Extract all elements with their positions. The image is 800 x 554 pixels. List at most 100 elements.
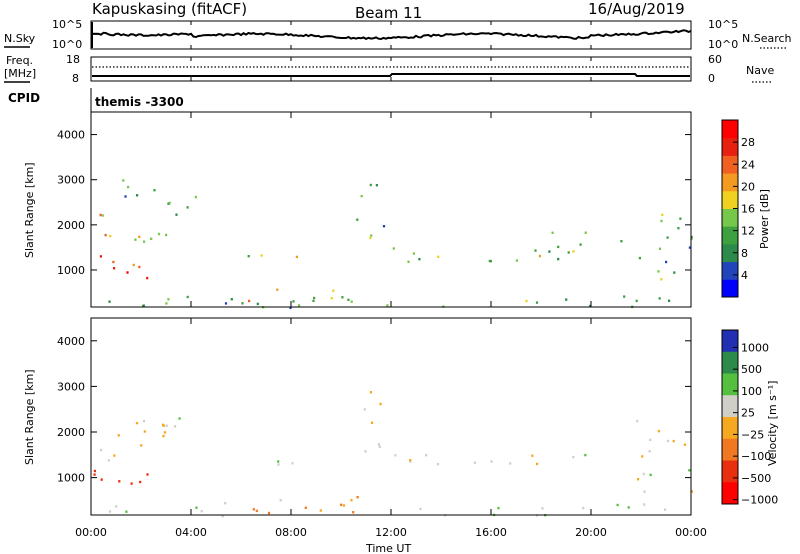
velocity-cell	[425, 454, 428, 457]
velocity-cell	[146, 473, 149, 476]
power-cell	[665, 260, 668, 264]
velocity-cell	[100, 478, 103, 481]
velocity-cell	[643, 490, 646, 493]
xtick-label: 00:00	[675, 526, 707, 539]
power-cell	[584, 231, 587, 234]
power-colorbar-label: Power [dB]	[758, 189, 771, 249]
noise-sky-trace	[90, 22, 692, 48]
power-cell	[124, 195, 127, 198]
power-colorbar-segment	[722, 137, 738, 156]
velocity-cell	[200, 510, 203, 513]
power-cell	[146, 276, 149, 280]
power-cell	[673, 271, 676, 274]
power-cell	[369, 183, 372, 187]
velocity-cell	[342, 504, 346, 507]
noise-sky-line	[90, 29, 692, 41]
power-cell	[260, 254, 263, 257]
power-cell	[168, 201, 171, 205]
velocity-panel-frame	[91, 318, 691, 515]
power-cell	[623, 295, 626, 298]
power-cell	[167, 202, 170, 205]
velocity-cell	[688, 469, 691, 472]
freq-tick-bottom: 8	[72, 72, 79, 85]
velocity-ytick-label: 2000	[57, 426, 85, 439]
power-cell	[101, 214, 104, 217]
velocity-cell	[304, 506, 307, 509]
velocity-cell	[649, 438, 652, 441]
velocity-cell	[690, 490, 694, 493]
freq-tick-top: 18	[66, 53, 80, 66]
power-cell	[565, 298, 568, 301]
power-colorbar-segment	[722, 120, 738, 139]
power-cell	[312, 299, 315, 303]
power-colorbar-tick-label: 12	[741, 225, 755, 238]
power-cell	[109, 234, 112, 238]
velocity-cell	[394, 454, 397, 457]
beam-title: Beam 11	[355, 4, 422, 22]
power-cell	[330, 297, 333, 300]
velocity-cell	[648, 450, 651, 453]
power-cell	[127, 185, 130, 189]
power-cell	[153, 189, 156, 192]
velocity-colorbar-tick-label: 500	[741, 363, 762, 376]
xtick-label: 20:00	[575, 526, 607, 539]
power-cell	[690, 235, 693, 239]
power-cell	[638, 256, 641, 260]
power-cell	[534, 249, 537, 252]
power-cell	[525, 299, 528, 303]
power-colorbar-segment	[722, 173, 738, 192]
power-ytick-label: 3000	[57, 174, 85, 187]
time-xlabel: Time UT	[365, 542, 411, 554]
power-cell	[99, 213, 102, 217]
velocity-cell	[195, 506, 198, 509]
power-cell	[538, 254, 541, 258]
velocity-cell	[224, 502, 227, 505]
velocity-cell	[667, 439, 670, 443]
power-cell	[557, 245, 560, 249]
velocity-colorbar-segment	[722, 330, 738, 353]
xtick-label: 12:00	[375, 526, 407, 539]
power-cell	[289, 306, 292, 310]
power-cell	[132, 263, 135, 267]
power-cell	[679, 217, 682, 220]
power-colorbar-tick-label: 24	[741, 158, 755, 171]
freq-label-1: Freq.	[6, 54, 33, 67]
velocity-cell	[370, 421, 374, 424]
velocity-cell	[165, 424, 168, 427]
power-cell	[567, 251, 570, 254]
velocity-colorbar-label: Velocity [m s⁻¹]	[766, 381, 779, 466]
noise-right-tick-bottom: 10^0	[708, 38, 738, 51]
power-cell	[589, 304, 592, 308]
velocity-cell	[636, 419, 639, 423]
power-cell	[370, 234, 373, 237]
power-cell	[108, 300, 111, 303]
xtick-label: 00:00	[75, 526, 107, 539]
power-cell	[515, 259, 518, 262]
power-cell	[157, 232, 161, 236]
velocity-cell	[436, 463, 439, 466]
velocity-colorbar-segment	[722, 482, 738, 505]
velocity-cell	[174, 425, 177, 428]
power-colorbar-segment	[722, 261, 738, 280]
velocity-cell	[378, 445, 381, 449]
velocity-colorbar-tick-label: −25	[741, 428, 764, 441]
power-cell	[256, 302, 259, 306]
power-cell	[134, 238, 137, 241]
velocity-cell	[582, 506, 585, 510]
power-cell	[635, 299, 638, 303]
velocity-cell	[490, 460, 493, 463]
power-cell	[658, 297, 661, 300]
cpid-value: themis -3300	[95, 95, 184, 109]
velocity-cell	[664, 508, 667, 511]
power-colorbar-segment	[722, 155, 738, 174]
velocity-colorbar-segment	[722, 417, 738, 440]
velocity-cell	[252, 508, 255, 511]
power-cell	[99, 255, 102, 258]
nsky-label: N.Sky	[4, 32, 36, 45]
velocity-cell	[409, 459, 412, 462]
power-cell	[247, 255, 250, 258]
velocity-cell	[107, 459, 110, 462]
power-colorbar-segment	[722, 190, 738, 209]
velocity-cell	[584, 453, 587, 457]
velocity-cell	[115, 505, 118, 508]
